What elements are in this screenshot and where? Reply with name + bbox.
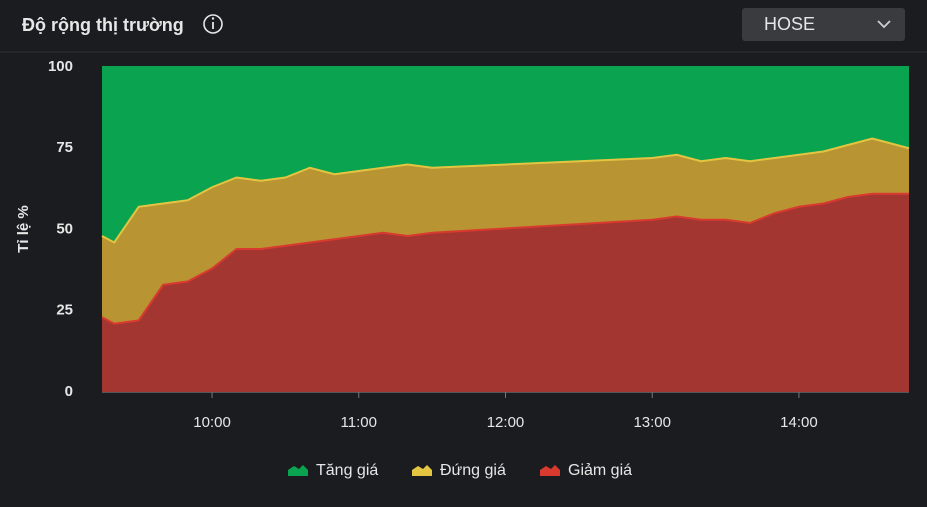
y-tick-label: 25 (56, 302, 73, 319)
x-tick-label: 10:00 (193, 414, 231, 431)
x-tick-label: 13:00 (633, 414, 671, 431)
y-tick-label: 50 (56, 220, 73, 237)
legend-label: Đứng giá (440, 462, 506, 479)
y-tick-label: 100 (48, 58, 73, 75)
dropdown-label: HOSE (764, 14, 815, 34)
legend-label: Tăng giá (316, 462, 378, 479)
x-tick-label: 14:00 (780, 414, 818, 431)
y-axis-label: Tỉ lệ % (15, 205, 32, 253)
area-line (101, 192, 909, 325)
area (102, 138, 909, 324)
legend-icon (288, 465, 308, 476)
info-icon[interactable] (203, 14, 223, 34)
legend-item[interactable]: Tăng giá (288, 462, 378, 479)
legend-item[interactable]: Đứng giá (412, 462, 506, 479)
area (102, 67, 909, 243)
area-line (101, 137, 910, 244)
area (102, 193, 909, 392)
exchange-dropdown[interactable]: HOSE (742, 8, 905, 41)
x-tick-label: 11:00 (341, 414, 377, 431)
y-tick-label: 75 (56, 139, 73, 156)
panel-title: Độ rộng thị trường (22, 15, 184, 35)
x-tick-label: 12:00 (487, 414, 525, 431)
legend-label: Giảm giá (568, 462, 632, 479)
legend-icon (540, 465, 560, 476)
legend-icon (412, 465, 432, 476)
y-tick-label: 0 (65, 383, 73, 400)
legend-item[interactable]: Giảm giá (540, 462, 632, 479)
